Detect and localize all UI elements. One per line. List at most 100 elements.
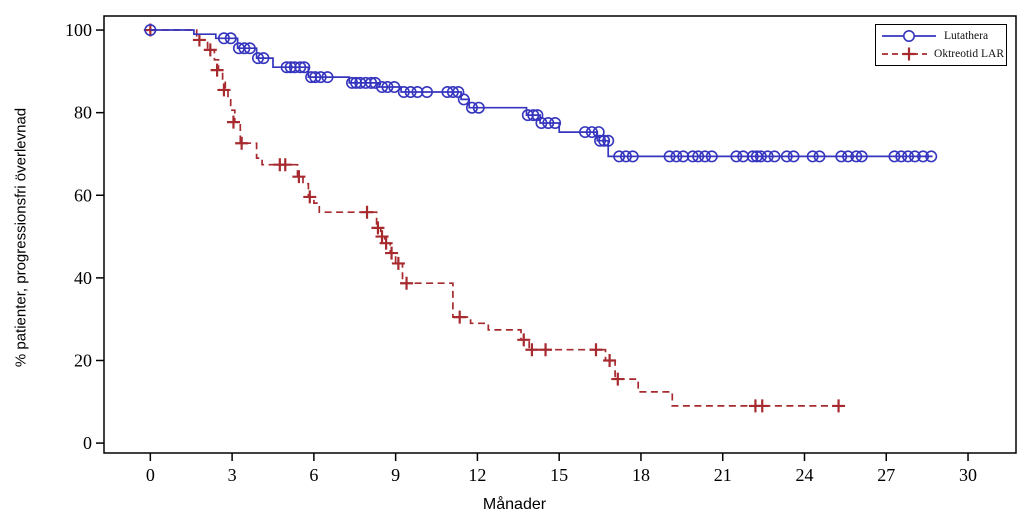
censor-circle-mark [663,150,676,163]
x-tick-label: 0 [146,465,155,485]
censor-circle-mark [613,150,626,163]
censor-circle-mark [602,134,615,147]
censor-circle-mark [280,61,293,74]
censor-plus-mark [400,276,414,290]
censor-circle-mark [908,150,921,163]
censor-plus-mark [375,230,389,244]
x-tick-label: 9 [391,465,400,485]
censor-plus-mark [517,333,531,347]
y-tick-label: 100 [65,20,92,40]
censor-circle-mark [699,150,712,163]
censor-circle-mark [376,81,389,94]
censor-plus-mark [589,343,603,357]
censor-circle-mark [457,93,470,106]
y-axis-title: % patienter, progressionsfri överlevnad [12,107,30,368]
y-tick-label: 40 [74,268,92,288]
censor-plus-mark [539,343,553,357]
censor-circle-mark [288,61,301,74]
censor-plus-mark [453,310,467,324]
censor-circle-mark [902,150,915,163]
censor-circle-mark [350,76,363,89]
plot-frame [103,15,1017,454]
x-axis-title: Månader [482,496,547,513]
censor-plus-mark [360,205,374,219]
censor-circle-mark [217,32,230,45]
censor-plus-mark [603,353,617,367]
censor-circle-mark [257,52,270,65]
censor-circle-mark [670,150,683,163]
censor-circle-mark [294,61,307,74]
censor-plus-mark [379,236,393,250]
censor-circle-mark [925,150,938,163]
x-tick-label: 6 [309,465,318,485]
censor-circle-mark [746,150,759,163]
censor-circle-mark [404,86,417,99]
censor-circle-mark [535,116,548,129]
censor-circle-mark [754,150,767,163]
censor-circle-mark [737,150,750,163]
censor-circle-mark [527,109,540,122]
censor-circle-mark [144,24,157,37]
censor-circle-mark [365,76,378,89]
censor-circle-mark [284,61,297,74]
censor-circle-mark [305,71,318,84]
censor-circle-mark [594,134,607,147]
x-tick-label: 24 [795,465,813,485]
lutathera-series [144,24,938,163]
censor-circle-mark [251,52,264,65]
censor-circle-mark [298,61,311,74]
censor-plus-mark [210,63,224,77]
censor-circle-mark [446,86,459,99]
legend-item-oktreotid-lar: Oktreotid LAR [881,46,1004,62]
censor-circle-mark [521,109,534,122]
censor-circle-mark [549,116,562,129]
censor-circle-mark [806,150,819,163]
censor-plus-mark [278,158,292,172]
censor-circle-mark [472,101,485,114]
y-tick-label: 20 [74,350,92,370]
censor-circle-mark [321,71,334,84]
censor-circle-mark [730,150,743,163]
censor-circle-mark [238,42,251,55]
censor-plus-mark [832,399,846,413]
censor-circle-mark [813,150,826,163]
censor-plus-mark [192,33,206,47]
censor-circle-mark [579,126,592,139]
censor-circle-mark [309,71,322,84]
lutathera-curve [150,29,933,158]
y-tick-label: 0 [83,433,92,453]
censor-circle-mark [411,86,424,99]
oktreotid-lar-legend-sample-icon [882,47,928,61]
censor-plus-mark [371,221,385,235]
censor-circle-mark [835,150,848,163]
censor-circle-mark [465,101,478,114]
x-tick-label: 3 [228,465,237,485]
legend-item-lutathera: Lutathera [881,28,1004,44]
censor-circle-mark [705,150,718,163]
censor-circle-mark [761,150,774,163]
censor-plus-mark [525,343,539,357]
censor-plus-mark [611,372,625,386]
censor-plus-mark [226,115,240,129]
censor-circle-mark [917,150,930,163]
censor-plus-mark [755,399,769,413]
censor-circle-mark [895,150,908,163]
x-tick-label: 27 [877,465,895,485]
censor-circle-mark [224,32,237,45]
lutathera-legend-sample-icon [882,30,936,42]
censor-circle-mark [842,150,855,163]
censor-circle-mark [397,86,410,99]
censor-circle-mark [243,42,256,55]
x-tick-label: 18 [632,465,650,485]
censor-plus-mark [303,190,317,204]
censor-circle-mark [420,86,433,99]
censor-plus-mark [385,246,399,260]
censor-circle-mark [677,150,690,163]
x-tick-label: 12 [468,465,486,485]
censor-circle-mark [381,81,394,94]
censor-plus-mark [203,43,217,57]
censor-circle-mark [585,126,598,139]
censor-circle-mark [780,150,793,163]
